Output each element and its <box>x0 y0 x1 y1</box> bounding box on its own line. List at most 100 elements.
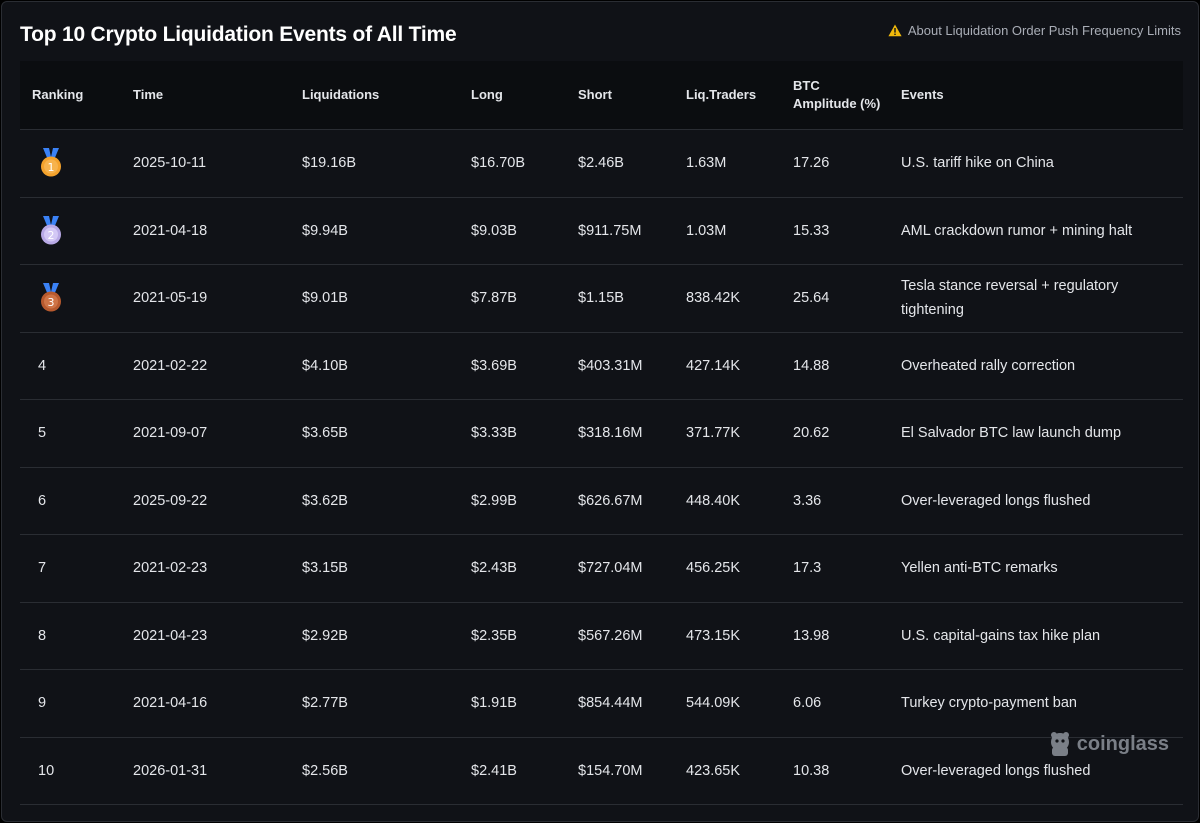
notice-label: About Liquidation Order Push Frequency L… <box>907 23 1181 38</box>
table-row[interactable]: 1 2025-10-11 $19.16B $16.70B $2.46B 1.63… <box>20 129 1183 198</box>
column-header-events: Events <box>889 61 1183 130</box>
long-cell: $9.03B <box>459 197 566 265</box>
event-cell: U.S. capital-gains tax hike plan <box>889 602 1183 670</box>
frequency-limits-notice-link[interactable]: About Liquidation Order Push Frequency L… <box>888 23 1181 38</box>
coinglass-logo-icon <box>1050 732 1069 756</box>
event-cell: Over-leveraged longs flushed <box>889 737 1183 805</box>
short-cell: $318.16M <box>566 399 674 468</box>
liq-traders-cell: 456.25K <box>674 534 781 603</box>
event-cell: Overheated rally correction <box>889 332 1183 400</box>
warning-icon <box>888 24 902 37</box>
time-cell: 2021-02-23 <box>121 534 290 603</box>
table-row[interactable]: 5 2021-09-07 $3.65B $3.33B $318.16M 371.… <box>20 399 1183 468</box>
column-header-time: Time <box>121 61 290 130</box>
rank-cell: 1 <box>20 129 121 198</box>
short-cell: $2.46B <box>566 129 674 198</box>
event-cell: AML crackdown rumor + mining halt <box>889 197 1183 265</box>
time-cell: 2021-09-07 <box>121 399 290 468</box>
table-row[interactable]: 3 2021-05-19 $9.01B $7.87B $1.15B 838.42… <box>20 264 1183 333</box>
long-cell: $1.91B <box>459 669 566 738</box>
short-cell: $911.75M <box>566 197 674 265</box>
time-cell: 2021-04-23 <box>121 602 290 670</box>
event-cell: Tesla stance reversal + regulatory tight… <box>889 264 1183 333</box>
rank-cell: 2 <box>20 197 121 265</box>
short-cell: $567.26M <box>566 602 674 670</box>
rank-cell: 10 <box>20 737 121 805</box>
column-header-short: Short <box>566 61 674 130</box>
long-cell: $7.87B <box>459 264 566 333</box>
liq-traders-cell: 423.65K <box>674 737 781 805</box>
liquidations-cell: $2.77B <box>290 669 459 738</box>
event-cell: El Salvador BTC law launch dump <box>889 399 1183 468</box>
liquidations-cell: $3.62B <box>290 467 459 535</box>
long-cell: $3.33B <box>459 399 566 468</box>
liq-traders-cell: 473.15K <box>674 602 781 670</box>
time-cell: 2025-09-22 <box>121 467 290 535</box>
short-cell: $1.15B <box>566 264 674 333</box>
event-cell: Turkey crypto-payment ban <box>889 669 1183 738</box>
table-row[interactable]: 10 2026-01-31 $2.56B $2.41B $154.70M 423… <box>20 737 1183 805</box>
coinglass-watermark: coinglass <box>1047 730 1169 758</box>
time-cell: 2021-04-16 <box>121 669 290 738</box>
long-cell: $2.99B <box>459 467 566 535</box>
time-cell: 2021-04-18 <box>121 197 290 265</box>
table-row[interactable]: 7 2021-02-23 $3.15B $2.43B $727.04M 456.… <box>20 534 1183 603</box>
rank-cell: 6 <box>20 467 121 535</box>
short-cell: $727.04M <box>566 534 674 603</box>
liq-traders-cell: 1.63M <box>674 129 781 198</box>
table-row[interactable]: 9 2021-04-16 $2.77B $1.91B $854.44M 544.… <box>20 669 1183 738</box>
btc-amplitude-cell: 17.26 <box>781 129 889 198</box>
liq-traders-cell: 427.14K <box>674 332 781 400</box>
short-cell: $154.70M <box>566 737 674 805</box>
btc-amplitude-cell: 17.3 <box>781 534 889 603</box>
rank-cell: 3 <box>20 264 121 333</box>
btc-amplitude-cell: 25.64 <box>781 264 889 333</box>
table-row[interactable]: 6 2025-09-22 $3.62B $2.99B $626.67M 448.… <box>20 467 1183 535</box>
btc-amplitude-cell: 10.38 <box>781 737 889 805</box>
svg-text:1: 1 <box>48 161 55 174</box>
rank-cell: 4 <box>20 332 121 400</box>
time-cell: 2021-02-22 <box>121 332 290 400</box>
liq-traders-cell: 544.09K <box>674 669 781 738</box>
event-cell: Over-leveraged longs flushed <box>889 467 1183 535</box>
table-row[interactable]: 4 2021-02-22 $4.10B $3.69B $403.31M 427.… <box>20 332 1183 400</box>
gold-medal-icon: 1 <box>41 148 61 177</box>
time-cell: 2025-10-11 <box>121 129 290 198</box>
short-cell: $403.31M <box>566 332 674 400</box>
bronze-medal-icon: 3 <box>41 283 61 312</box>
column-header-ranking: Ranking <box>20 61 121 130</box>
event-cell: Yellen anti-BTC remarks <box>889 534 1183 603</box>
column-header-liquidations: Liquidations <box>290 61 459 130</box>
liq-traders-cell: 371.77K <box>674 399 781 468</box>
rank-cell: 5 <box>20 399 121 468</box>
watermark-label: coinglass <box>1076 732 1169 755</box>
liquidations-cell: $9.01B <box>290 264 459 333</box>
liq-traders-cell: 448.40K <box>674 467 781 535</box>
table-row[interactable]: 8 2021-04-23 $2.92B $2.35B $567.26M 473.… <box>20 602 1183 670</box>
btc-amplitude-cell: 15.33 <box>781 197 889 265</box>
long-cell: $2.41B <box>459 737 566 805</box>
liquidations-cell: $3.65B <box>290 399 459 468</box>
event-cell: U.S. tariff hike on China <box>889 129 1183 198</box>
btc-amplitude-cell: 3.36 <box>781 467 889 535</box>
btc-amplitude-cell: 14.88 <box>781 332 889 400</box>
short-cell: $626.67M <box>566 467 674 535</box>
time-cell: 2026-01-31 <box>121 737 290 805</box>
liq-traders-cell: 838.42K <box>674 264 781 333</box>
column-header-long: Long <box>459 61 566 130</box>
liq-traders-cell: 1.03M <box>674 197 781 265</box>
liquidations-cell: $9.94B <box>290 197 459 265</box>
liquidations-cell: $2.92B <box>290 602 459 670</box>
short-cell: $854.44M <box>566 669 674 738</box>
liquidations-cell: $4.10B <box>290 332 459 400</box>
rank-cell: 9 <box>20 669 121 738</box>
liquidations-cell: $3.15B <box>290 534 459 603</box>
svg-text:3: 3 <box>48 296 55 309</box>
rank-cell: 8 <box>20 602 121 670</box>
long-cell: $2.43B <box>459 534 566 603</box>
svg-text:2: 2 <box>48 229 55 242</box>
liquidations-cell: $2.56B <box>290 737 459 805</box>
table-header-row: Ranking Time Liquidations Long Short Liq… <box>20 61 1183 130</box>
table-row[interactable]: 2 2021-04-18 $9.94B $9.03B $911.75M 1.03… <box>20 197 1183 265</box>
